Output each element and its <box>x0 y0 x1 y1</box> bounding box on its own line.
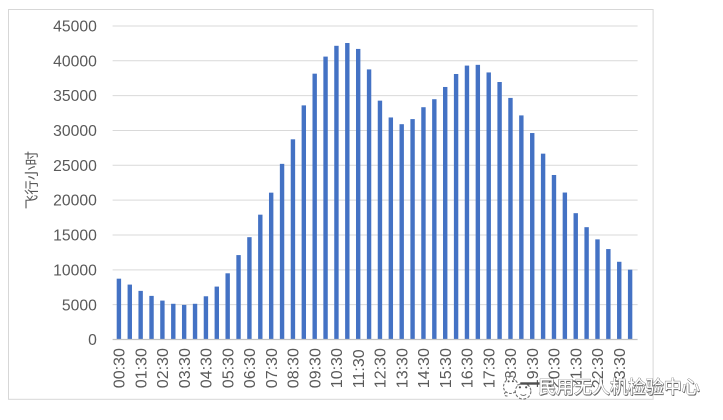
svg-text:25000: 25000 <box>53 158 97 175</box>
svg-text:15000: 15000 <box>53 228 97 245</box>
svg-text:07:30: 07:30 <box>264 348 281 388</box>
svg-text:20:30: 20:30 <box>547 348 564 388</box>
svg-text:0: 0 <box>88 332 97 349</box>
svg-text:20000: 20000 <box>53 193 97 210</box>
svg-text:30000: 30000 <box>53 123 97 140</box>
svg-text:12:30: 12:30 <box>373 348 390 388</box>
svg-text:10:30: 10:30 <box>329 348 346 388</box>
svg-text:22:30: 22:30 <box>590 348 607 388</box>
svg-text:09:30: 09:30 <box>307 348 324 388</box>
svg-text:11:30: 11:30 <box>351 349 368 388</box>
svg-text:19:30: 19:30 <box>525 348 542 388</box>
svg-text:04:30: 04:30 <box>199 348 216 388</box>
svg-text:40000: 40000 <box>53 53 97 70</box>
svg-text:05:30: 05:30 <box>220 348 237 388</box>
svg-text:02:30: 02:30 <box>155 348 172 388</box>
svg-text:21:30: 21:30 <box>568 348 585 388</box>
svg-text:08:30: 08:30 <box>286 348 303 388</box>
svg-text:35000: 35000 <box>53 88 97 105</box>
svg-text:17:30: 17:30 <box>481 348 498 388</box>
svg-text:16:30: 16:30 <box>460 348 477 388</box>
svg-text:23:30: 23:30 <box>612 348 629 388</box>
svg-text:14:30: 14:30 <box>416 348 433 388</box>
svg-text:06:30: 06:30 <box>242 348 259 388</box>
svg-text:03:30: 03:30 <box>177 348 194 388</box>
svg-text:10000: 10000 <box>53 262 97 279</box>
svg-text:15:30: 15:30 <box>438 348 455 388</box>
svg-text:01:30: 01:30 <box>133 348 150 388</box>
svg-text:45000: 45000 <box>53 19 97 36</box>
svg-text:5000: 5000 <box>62 297 97 314</box>
svg-text:00:30: 00:30 <box>112 348 129 388</box>
svg-text:13:30: 13:30 <box>394 348 411 388</box>
